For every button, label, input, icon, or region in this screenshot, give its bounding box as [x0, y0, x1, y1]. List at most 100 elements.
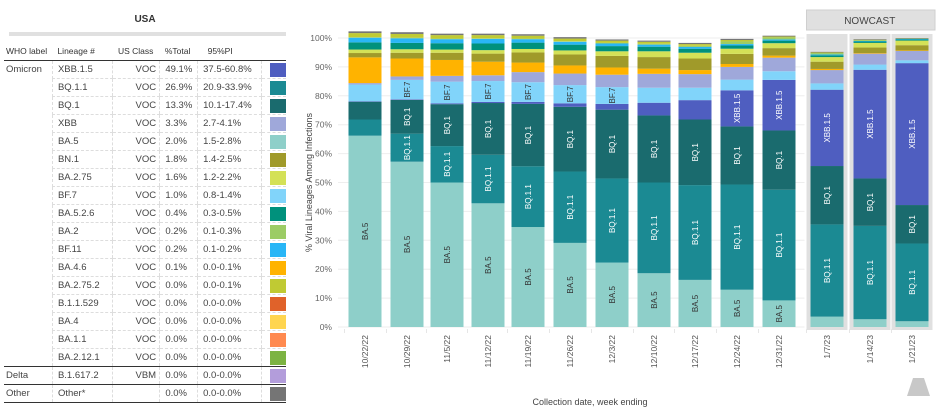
pi-cell: 0.0-0.1%: [197, 258, 262, 277]
x-tick-label: 1/14/23: [865, 335, 875, 364]
bar-segment-ba-5-2-6: [390, 42, 424, 50]
bar-segment-bn-1: [637, 57, 671, 69]
bar-segment-ba-2-75-2: [637, 41, 671, 44]
us-class-cell: VOC: [112, 312, 160, 331]
bar-data-label: BQ.1.1: [566, 194, 575, 219]
bar-segment-bf-11: [430, 39, 464, 44]
pi-cell: 20.9-33.9%: [197, 78, 262, 97]
lineage-cell: XBB: [51, 114, 113, 133]
lineage-cell: BA.4: [51, 312, 113, 331]
bar-segment-xbb: [637, 73, 671, 88]
bar-segment-bq-1: [471, 103, 505, 155]
pi-cell: 0.0-0.0%: [197, 294, 262, 313]
x-tick-label: 1/7/23: [822, 335, 832, 359]
bar-segment-ba-4-6: [895, 50, 929, 51]
bar-segment-xbb-1-5: [810, 89, 844, 167]
bar-segment-ba-2-75-2: [430, 35, 464, 39]
bar-segment-bq-1-1: [390, 133, 424, 162]
us-class-cell: VOC: [112, 114, 160, 133]
y-tick-label: 60%: [315, 149, 332, 159]
bar-data-label: BA.5: [484, 256, 493, 274]
bar-segment-ba-5: [762, 300, 796, 327]
y-tick-label: 70%: [315, 120, 332, 130]
table-row: BQ.1.1 VOC 26.9% 20.9-33.9%: [4, 78, 286, 97]
bar-segment-bq-1: [895, 205, 929, 244]
us-class-cell: VOC: [112, 330, 160, 349]
table-row: BA.2.75.2 VOC 0.0% 0.0-0.1%: [4, 276, 286, 295]
lineage-color-swatch: [270, 188, 286, 203]
bar-segment-xbb-1-5: [595, 103, 629, 110]
who-label-cell: [4, 295, 52, 313]
color-swatch-cell: [261, 258, 286, 277]
us-class-cell: VOC: [112, 60, 160, 79]
lineage-color-swatch: [270, 80, 286, 95]
who-label-cell: [4, 241, 52, 259]
bar-segment-bn-1: [853, 47, 887, 54]
percent-total-cell: 0.0%: [159, 348, 198, 367]
bar-segment-xbb-1-5: [637, 102, 671, 116]
us-class-cell: VOC: [112, 240, 160, 259]
who-label-cell: [4, 259, 52, 277]
percent-total-cell: 0.0%: [159, 330, 198, 349]
y-tick-label: 90%: [315, 62, 332, 72]
bar-data-label: BQ.1.1: [524, 184, 533, 209]
lineage-cell: BA.4.6: [51, 258, 113, 277]
bar-segment-ba-5-2-6: [810, 55, 844, 58]
bar-segment-bf-7: [471, 81, 505, 102]
color-swatch-cell: [261, 294, 286, 313]
us-class-cell: VOC: [112, 276, 160, 295]
pi-cell: 10.1-17.4%: [197, 96, 262, 115]
bar-segment-ba-2-75-2: [595, 40, 629, 43]
bar-segment-xbb-1-5: [553, 103, 587, 107]
table-row: BA.5 VOC 2.0% 1.5-2.8%: [4, 132, 286, 151]
bar-data-label: BF.7: [608, 87, 617, 104]
bar-data-label: BA.5: [608, 286, 617, 304]
lineage-cell: BA.2.75: [51, 168, 113, 187]
bar-segment-bq-1: [762, 130, 796, 190]
bar-data-label: BQ.1: [443, 115, 452, 134]
bar-data-label: BQ.1.1: [650, 215, 659, 240]
bar-segment-ba-5: [390, 161, 424, 327]
percent-total-cell: 0.0%: [159, 312, 198, 331]
table-header-row: WHO label Lineage # US Class %Total 95%P…: [4, 41, 286, 61]
bar-segment-bq-1: [637, 115, 671, 183]
lineage-cell: B.1.617.2: [51, 366, 113, 385]
bar-data-label: BA.5: [403, 235, 412, 253]
bar-segment-ba-2-75: [895, 40, 929, 46]
header-who-label: WHO label: [4, 41, 53, 61]
y-tick-label: 30%: [315, 235, 332, 245]
lineage-color-swatch: [270, 224, 286, 239]
bar-segment-ba-2: [595, 42, 629, 44]
y-tick-label: 10%: [315, 293, 332, 303]
bar-segment-ba-4-6: [678, 70, 712, 75]
bar-data-label: BQ.1: [691, 143, 700, 162]
pi-cell: 0.1-0.2%: [197, 240, 262, 259]
bar-segment-ba-4-6: [853, 53, 887, 54]
bar-segment-bn-1: [390, 52, 424, 59]
bar-segment-bf-11: [553, 41, 587, 45]
percent-total-cell: 1.8%: [159, 150, 198, 169]
bar-segment-ba-5-2-6: [762, 40, 796, 44]
scroll-handle[interactable]: [907, 378, 930, 396]
us-class-cell: VOC: [112, 294, 160, 313]
lineage-cell: BQ.1.1: [51, 78, 113, 97]
bar-segment-ba-5: [430, 182, 464, 327]
bar-segment-bq-1-1: [720, 184, 754, 290]
percent-total-cell: 1.0%: [159, 186, 198, 205]
lineage-color-swatch: [270, 368, 286, 383]
bar-segment-bf-11: [853, 40, 887, 42]
bar-segment-other: [430, 33, 464, 36]
bar-segment-xbb-1-5: [430, 103, 464, 105]
who-label-cell: [4, 169, 52, 187]
bar-data-label: BA.5: [733, 299, 742, 317]
bar-segment-ba-2-75: [430, 49, 464, 53]
us-class-cell: VOC: [112, 132, 160, 151]
bar-data-label: XBB.1.5: [733, 93, 742, 123]
x-tick-label: 10/22/22: [360, 335, 370, 368]
bar-segment-ba-4-6: [720, 64, 754, 67]
table-row: BA.4 VOC 0.0% 0.0-0.0%: [4, 312, 286, 331]
table-row: XBB VOC 3.3% 2.7-4.1%: [4, 114, 286, 133]
who-label-cell: [4, 205, 52, 223]
y-tick-label: 0%: [320, 322, 333, 332]
x-tick-label: 12/31/22: [774, 335, 784, 368]
